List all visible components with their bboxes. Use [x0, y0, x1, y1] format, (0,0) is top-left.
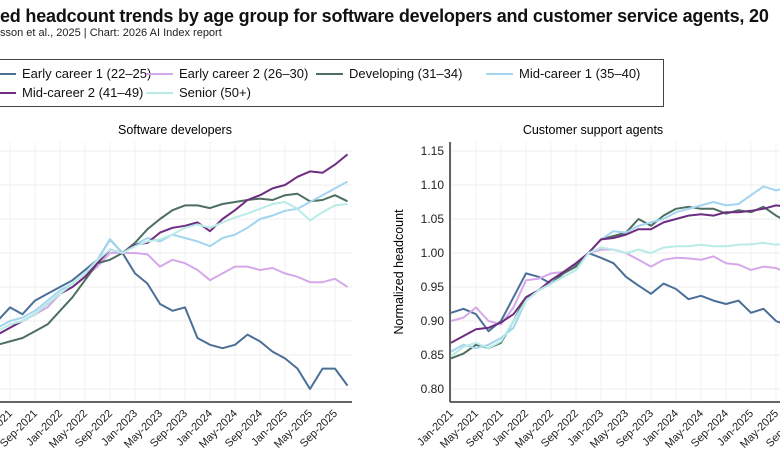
legend-label: Mid-career 2 (41–49) [22, 85, 144, 100]
y-tick-label: 1.15 [421, 144, 445, 158]
y-tick-label: 1.05 [421, 212, 445, 226]
legend-label: Early career 1 (22–25) [22, 66, 152, 81]
legend-item-developing: Developing (31–34) [316, 66, 462, 81]
series-line-early-career-2-26-30 [0, 252, 349, 335]
legend-swatch [0, 91, 16, 94]
legend-swatch [0, 72, 16, 75]
y-tick-label: 0.90 [421, 314, 445, 328]
legend: Early career 1 (22–25) Early career 2 (2… [0, 59, 664, 107]
legend-swatch [146, 91, 173, 94]
chart-title: ed headcount trends by age group for sof… [0, 6, 769, 26]
y-tick-label: 0.85 [421, 348, 445, 362]
legend-item-early-career-1: Early career 1 (22–25) [0, 66, 151, 81]
legend-item-senior: Senior (50+) [146, 85, 251, 100]
legend-label: Developing (31–34) [349, 66, 463, 81]
y-axis-label: Normalized headcount [392, 209, 406, 335]
customer-support-plot: Jan-2021May-2021Sep-2021Jan-2022May-2022… [415, 142, 780, 451]
software-developers-title: Software developers [118, 123, 232, 137]
legend-item-mid-career-2: Mid-career 2 (41–49) [0, 85, 143, 100]
legend-item-mid-career-1: Mid-career 1 (35–40) [486, 66, 640, 81]
series-line-mid-career-1-35-40 [0, 180, 348, 328]
legend-swatch [316, 72, 343, 75]
series-line-early-career-2-26-30 [450, 248, 780, 326]
series-line-senior-50 [0, 201, 348, 331]
legend-label: Senior (50+) [179, 85, 251, 100]
legend-label: Early career 2 (26–30) [179, 66, 309, 81]
customer-support-title: Customer support agents [523, 123, 663, 137]
y-tick-label: 0.80 [421, 382, 445, 396]
series-line-developing-31-34 [450, 205, 780, 360]
legend-swatch [146, 72, 173, 75]
legend-swatch [486, 72, 513, 75]
series-line-senior-50 [450, 241, 780, 358]
y-tick-label: 1.00 [421, 246, 445, 260]
legend-label: Mid-career 1 (35–40) [519, 66, 641, 81]
series-line-mid-career-1-35-40 [450, 185, 780, 353]
series-line-early-career-1-22-25 [450, 252, 780, 333]
chart-source: sson et al., 2025 | Chart: 2026 AI Index… [0, 27, 222, 39]
y-tick-label: 0.95 [421, 280, 445, 294]
y-tick-label: 1.10 [421, 178, 445, 192]
software-developers-plot: Jan-2021May-2021Sep-2021Jan-2022May-2022… [0, 142, 352, 451]
legend-item-early-career-2: Early career 2 (26–30) [146, 66, 308, 81]
series-line-early-career-1-22-25 [0, 238, 349, 390]
series-line-developing-31-34 [0, 192, 348, 346]
series-line-mid-career-2-41-49 [450, 204, 780, 344]
